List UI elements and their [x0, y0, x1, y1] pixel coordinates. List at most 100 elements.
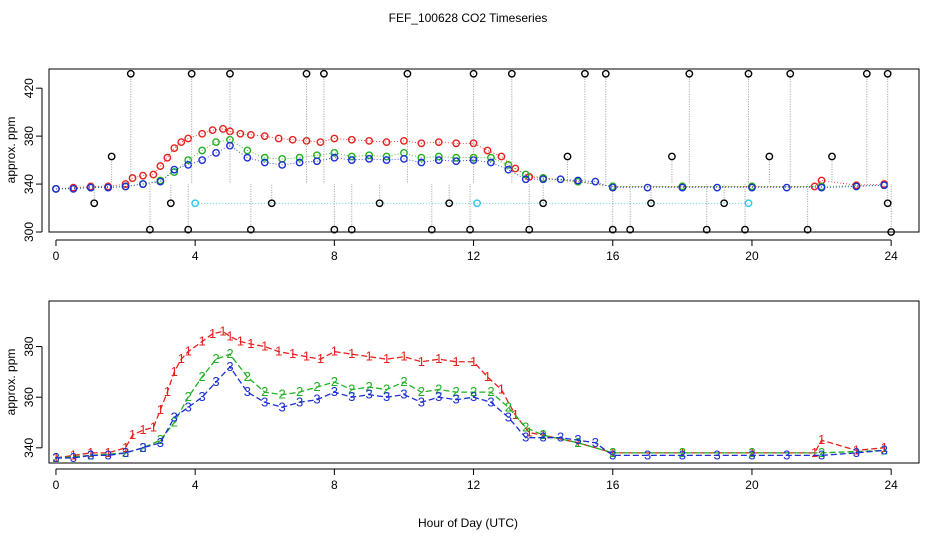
- bottom-blue-marker: 3: [540, 430, 547, 445]
- bottom-green-marker: 2: [279, 387, 286, 402]
- top-blue-point: [539, 175, 548, 184]
- top-blue-point: [782, 183, 791, 192]
- bottom-red-marker: 1: [261, 339, 268, 354]
- bottom-blue-marker: 3: [199, 389, 206, 404]
- bottom-red-marker: 1: [383, 351, 390, 366]
- top-green-point: [417, 153, 426, 162]
- bottom-red-marker: 1: [275, 344, 282, 359]
- top-black-point: [445, 199, 454, 208]
- top-black-point: [187, 69, 196, 78]
- bottom-blue-marker: 3: [70, 450, 77, 465]
- bottom-y-tick-label: 380: [22, 336, 36, 356]
- top-red-point: [347, 135, 356, 144]
- top-green-point: [504, 160, 513, 169]
- bottom-green-marker: 2: [505, 399, 512, 414]
- bottom-red-marker: 1: [139, 422, 146, 437]
- top-blue-point: [243, 153, 252, 162]
- top-blue-point: [382, 156, 391, 164]
- top-black-point: [563, 152, 572, 161]
- top-blue-point: [139, 180, 147, 188]
- bottom-green-marker: 2: [470, 384, 477, 399]
- top-black-point: [887, 228, 896, 236]
- top-black-point: [626, 225, 635, 234]
- top-blue-point: [330, 153, 339, 162]
- top-blue-point: [574, 176, 582, 185]
- bottom-red-marker: 1: [853, 442, 860, 457]
- bottom-x-tick-label: 20: [745, 478, 759, 492]
- top-blue-point: [852, 182, 861, 191]
- bottom-blue-marker: 3: [853, 445, 860, 460]
- top-green-point: [330, 148, 339, 157]
- bottom-red-marker: 1: [122, 440, 129, 455]
- top-black-point: [525, 225, 534, 234]
- bottom-blue-marker: 3: [418, 394, 425, 409]
- top-blue-point: [156, 177, 165, 186]
- top-black-point: [862, 69, 871, 78]
- bottom-red-marker: 1: [303, 349, 310, 364]
- top-panel: 0 4 8 12 16 20 24 300 340 380 420 approx. ppm: [4, 68, 920, 263]
- bottom-blue-marker: 3: [574, 432, 581, 447]
- top-green-point: [347, 152, 356, 161]
- bottom-blue-marker: 3: [296, 394, 303, 409]
- top-y-axis: 300 340 380 420: [22, 78, 43, 242]
- bottom-green-marker: 2: [261, 384, 268, 399]
- top-x-tick-label: 16: [606, 249, 620, 263]
- bottom-green-marker: 2: [157, 432, 164, 447]
- top-red-point: [128, 174, 137, 182]
- top-blue-point: [104, 183, 113, 192]
- bottom-red-marker: 1: [219, 323, 226, 338]
- bottom-green-marker: 2: [296, 384, 303, 399]
- top-blue-point: [52, 184, 60, 193]
- top-blue-point: [170, 165, 179, 174]
- top-red-point: [177, 138, 186, 147]
- top-green-point: [295, 153, 304, 162]
- bottom-green-line: [55, 353, 885, 459]
- top-blue-point: [365, 154, 374, 163]
- bottom-x-axis-label: Hour of Day (UTC): [418, 516, 518, 530]
- top-black-point: [581, 69, 589, 78]
- top-blue-point: [295, 158, 304, 167]
- bottom-red-marker: 1: [157, 402, 164, 417]
- top-green-point: [184, 156, 193, 164]
- bottom-blue-marker: 3: [212, 374, 219, 389]
- bottom-green-marker: 2: [522, 420, 529, 435]
- bottom-y-axis-label: approx. ppm: [4, 349, 18, 416]
- bottom-red-marker: 1: [105, 445, 112, 460]
- bottom-blue-marker: 3: [818, 447, 825, 462]
- top-black-point: [246, 225, 255, 234]
- bottom-red-marker: 1: [484, 369, 491, 384]
- bottom-red-marker: 1: [87, 445, 94, 460]
- top-red-point: [274, 134, 283, 143]
- bottom-blue-marker: 3: [557, 430, 564, 445]
- bottom-blue-marker: 3: [453, 392, 460, 407]
- top-black-point: [608, 225, 617, 234]
- bottom-green-marker: 2: [226, 346, 233, 361]
- bottom-red-marker: 1: [574, 435, 581, 450]
- top-blue-point: [591, 177, 600, 186]
- bottom-red-line: [55, 330, 885, 459]
- top-red-point: [469, 139, 478, 148]
- bottom-green-marker: 2: [748, 445, 755, 460]
- top-black-point: [883, 199, 892, 208]
- top-y-axis-label: approx. ppm: [4, 117, 18, 184]
- top-red-trace: [55, 128, 885, 190]
- bottom-green-marker: 2: [212, 351, 219, 366]
- top-black-point: [302, 69, 311, 78]
- bottom-red-marker: 1: [418, 354, 425, 369]
- bottom-red-marker: 1: [512, 407, 519, 422]
- top-blue-point: [198, 156, 207, 164]
- bottom-y-tick-label: 340: [22, 437, 36, 457]
- bottom-red-marker: 1: [199, 334, 206, 349]
- top-red-point: [497, 152, 506, 161]
- bottom-green-marker: 2: [185, 389, 192, 404]
- top-blue-point: [487, 158, 495, 167]
- bottom-red-marker: 1: [171, 364, 178, 379]
- bottom-blue-marker: 3: [522, 430, 529, 445]
- bottom-green-marker: 2: [574, 435, 581, 450]
- top-red-point: [170, 144, 179, 153]
- top-red-point: [260, 132, 269, 141]
- bottom-green-marker: 2: [313, 379, 320, 394]
- top-black-point: [347, 225, 356, 234]
